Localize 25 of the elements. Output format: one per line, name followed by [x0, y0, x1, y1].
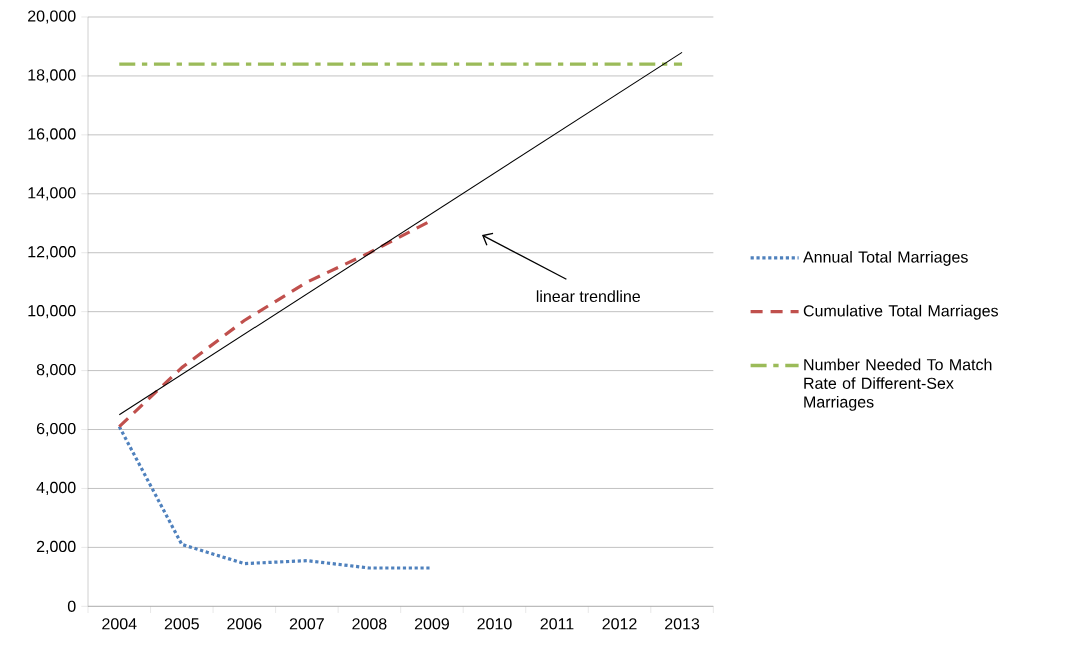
y-tick-label: 14,000 [28, 187, 76, 201]
x-tick-label: 2009 [414, 618, 449, 630]
y-tick-label: 12,000 [28, 245, 76, 260]
x-tick-label: 2005 [164, 618, 199, 630]
y-tick-label: 18,000 [28, 69, 76, 83]
x-tick-label: 2008 [352, 618, 387, 630]
y-tick-label: 10,000 [28, 304, 76, 319]
y-tick-label: 4,000 [36, 481, 76, 495]
x-tick-label: 2004 [102, 618, 137, 630]
x-tick-label: 2012 [602, 618, 637, 630]
x-tick-label: 2007 [289, 618, 324, 630]
legend-label: Cumulative Total Marriages [803, 304, 999, 320]
annotation: linear trendline [536, 290, 640, 302]
x-tick-label: 2010 [477, 618, 512, 630]
y-tick-label: 8,000 [36, 363, 76, 378]
legend-label: Number Needed To Match Rate of Different-Sex Marriages [804, 358, 992, 411]
y-tick-label: 6,000 [36, 422, 76, 436]
y-tick-label: 16,000 [28, 128, 76, 142]
y-tick-label: 0 [67, 600, 76, 612]
y-tick-label: 2,000 [36, 540, 76, 554]
x-tick-label: 2006 [227, 618, 262, 630]
x-tick-label: 2013 [665, 618, 700, 630]
x-tick-label: 2011 [540, 618, 574, 630]
legend-label: Annual Total Marriages [803, 250, 968, 266]
y-tick-label: 20,000 [28, 10, 76, 24]
